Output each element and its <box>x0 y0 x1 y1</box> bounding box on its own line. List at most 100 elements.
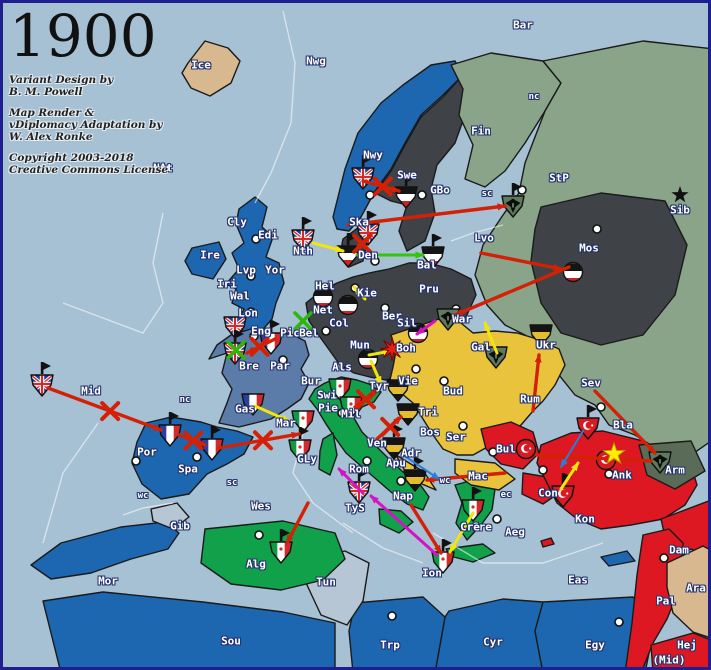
order-arrow-attack <box>346 203 507 227</box>
order-arrow-attack <box>531 353 542 413</box>
order-arrow-attack <box>535 451 653 463</box>
supply-center-dot <box>417 190 427 200</box>
supply-center-dot <box>458 421 468 431</box>
order-arrow-attack <box>479 251 563 271</box>
order-arrow-support <box>311 241 345 253</box>
failed-order-x <box>183 430 204 451</box>
supply-center-dot <box>246 307 256 317</box>
order-arrow-retreat <box>337 467 365 495</box>
sea-border-line <box>432 532 604 564</box>
unit-britain-fleet[interactable] <box>30 362 54 398</box>
supply-center-dot <box>337 408 347 418</box>
region-hejaz[interactable] <box>650 632 711 670</box>
region-morocco[interactable] <box>30 521 180 580</box>
failed-order-x <box>352 233 373 254</box>
hold-green-x-marker <box>226 340 246 360</box>
unit-italy-fleet[interactable] <box>288 427 312 463</box>
unit-austria-army[interactable] <box>386 379 410 402</box>
europe-map-svg[interactable] <box>3 3 711 670</box>
unit-germany-army[interactable] <box>311 286 335 311</box>
supply-center-dot <box>538 465 548 475</box>
region-ireland[interactable] <box>184 241 227 280</box>
unit-germany-army[interactable] <box>561 261 585 286</box>
supply-center-dot <box>492 514 502 524</box>
unit-italy-fleet[interactable] <box>461 487 485 523</box>
region-cyrenaica[interactable] <box>435 598 544 670</box>
order-arrow-support <box>559 461 580 491</box>
supply-center-dot <box>370 256 380 266</box>
failed-order-x <box>253 430 273 451</box>
supply-center-dot <box>380 303 390 313</box>
supply-center-dot <box>596 402 606 412</box>
supply-center-dot <box>396 476 406 486</box>
supply-center-dot <box>362 456 372 466</box>
supply-center-dot <box>604 469 614 479</box>
region-gibraltar[interactable] <box>150 502 190 530</box>
supply-center-dot <box>659 553 669 563</box>
failed-order-x <box>249 336 270 357</box>
unit-italy-fleet[interactable] <box>269 529 293 565</box>
order-arrow-support <box>352 285 367 301</box>
supply-center-dot <box>131 456 141 466</box>
order-arrow-convoy <box>560 430 584 469</box>
region-corsica-sardinia[interactable] <box>318 432 338 476</box>
unit-britain-fleet[interactable] <box>291 217 315 253</box>
sea-border-line <box>122 502 174 516</box>
supply-center-dot <box>365 190 375 200</box>
order-arrow-retreat <box>369 494 439 557</box>
region-norway[interactable] <box>332 60 464 232</box>
order-arrow-attack <box>453 265 571 317</box>
region-algeria[interactable] <box>200 520 346 591</box>
supply-center-dot <box>321 326 331 336</box>
order-arrow-convoy <box>402 454 441 480</box>
sea-border-line <box>254 10 296 204</box>
sea-border-line <box>62 212 164 334</box>
supply-center-dot <box>254 530 264 540</box>
black-star-marker <box>671 186 689 203</box>
unit-turkey-army[interactable] <box>515 438 537 464</box>
region-cyprus[interactable] <box>600 550 636 567</box>
order-arrow-support <box>369 359 383 386</box>
dislodged-star-marker <box>602 441 626 465</box>
supply-center-dot <box>614 617 624 627</box>
supply-center-dot <box>411 364 421 374</box>
order-arrow-attack <box>217 431 301 450</box>
supply-center-dot <box>251 234 261 244</box>
region-tripolitania[interactable] <box>348 596 446 670</box>
standoff-explosion-marker <box>379 336 405 362</box>
unit-germany-fleet[interactable] <box>394 174 418 209</box>
region-iceland[interactable] <box>181 40 241 97</box>
unit-italy-army[interactable] <box>328 377 352 402</box>
failed-order-x <box>372 176 393 197</box>
sea-border-line <box>42 422 99 544</box>
supply-center-dot <box>278 355 288 365</box>
unit-germany-army[interactable] <box>336 294 360 319</box>
order-arrow-retreat <box>415 319 437 336</box>
hold-green-x-marker <box>293 311 313 331</box>
order-arrow-attack <box>593 389 657 455</box>
order-arrow-support <box>483 321 499 355</box>
region-austria-hungary[interactable] <box>388 318 566 456</box>
order-arrow-support <box>448 511 475 554</box>
supply-center-dot <box>387 611 397 621</box>
sea-border-line <box>450 224 504 242</box>
unit-austria-army[interactable] <box>529 324 553 347</box>
failed-order-x <box>100 401 121 422</box>
supply-center-dot <box>439 376 449 386</box>
supply-center-dot <box>488 447 498 457</box>
region-rhodes[interactable] <box>540 537 555 548</box>
order-arrow-attack <box>409 503 443 555</box>
failed-order-x <box>380 416 401 437</box>
order-arrow-attack <box>46 386 163 432</box>
region-arabia[interactable] <box>666 545 711 639</box>
order-arrow-attack <box>285 501 310 545</box>
unit-italy-army[interactable] <box>291 409 315 434</box>
unit-france-fleet[interactable] <box>158 412 182 448</box>
supply-center-dot <box>246 271 256 281</box>
unit-austria-army[interactable] <box>396 403 420 426</box>
region-southern-sahara[interactable] <box>42 591 336 670</box>
region-moscow[interactable] <box>530 192 688 346</box>
region-sweden[interactable] <box>374 76 472 252</box>
unit-france-army[interactable] <box>241 392 265 417</box>
